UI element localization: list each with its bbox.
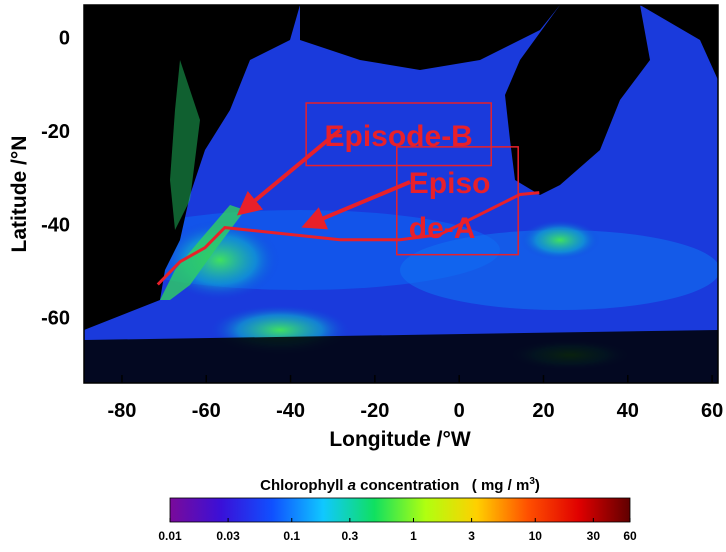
colorbar-title-part: a — [348, 477, 356, 494]
x-axis-label: Longitude /°W — [329, 428, 471, 451]
page: {"chart_data": { "type": "map", "xlabel"… — [0, 0, 726, 547]
colorbar — [170, 498, 630, 522]
x-tick-label: -80 — [107, 400, 136, 422]
colorbar-title-part: concentration ( mg / m — [356, 477, 529, 494]
x-tick-label: 40 — [617, 400, 639, 422]
episode-label: Episo — [409, 167, 491, 200]
y-tick-label: -60 — [41, 308, 70, 330]
x-tick-label: -60 — [192, 400, 221, 422]
x-tick-label: -20 — [360, 400, 389, 422]
colorbar-tick-label: 60 — [623, 529, 637, 543]
colorbar-tick-label: 0.3 — [341, 529, 358, 543]
x-tick-label: 0 — [454, 400, 465, 422]
y-tick-label: -40 — [41, 214, 70, 236]
colorbar-tick-label: 0.1 — [283, 529, 300, 543]
colorbar-title: Chlorophyll a concentration ( mg / m3) — [260, 476, 540, 494]
colorbar-tick-label: 3 — [468, 529, 475, 543]
map-figure: Episode-B Episo de-A Longitude /°W Latitud… — [0, 0, 726, 547]
x-tick-label: 20 — [532, 400, 554, 422]
episode-label: Episode-B — [325, 120, 473, 153]
y-axis-label: Latitude /°N — [8, 136, 31, 253]
y-tick-label: -20 — [41, 121, 70, 143]
satellite-image — [84, 5, 720, 383]
episode-label: de-A — [409, 212, 476, 245]
y-tick-label: 0 — [59, 28, 70, 50]
colorbar-tick-label: 10 — [529, 529, 543, 543]
colorbar-title-part: Chlorophyll — [260, 477, 348, 494]
x-tick-label: -40 — [276, 400, 305, 422]
colorbar-tick-label: 0.03 — [216, 529, 240, 543]
colorbar-tick-label: 1 — [410, 529, 417, 543]
colorbar-tick-label: 30 — [587, 529, 601, 543]
colorbar-title-part: ) — [535, 477, 540, 494]
x-tick-label: 60 — [701, 400, 723, 422]
colorbar-tick-label: 0.01 — [158, 529, 182, 543]
